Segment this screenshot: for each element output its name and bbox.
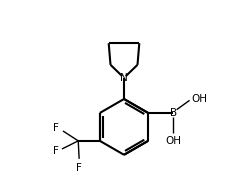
Text: F: F — [76, 163, 82, 173]
Text: F: F — [54, 123, 59, 133]
Text: F: F — [53, 146, 59, 156]
Text: OH: OH — [165, 136, 181, 146]
Text: N: N — [120, 73, 128, 83]
Text: B: B — [170, 108, 177, 118]
Text: OH: OH — [191, 94, 207, 104]
